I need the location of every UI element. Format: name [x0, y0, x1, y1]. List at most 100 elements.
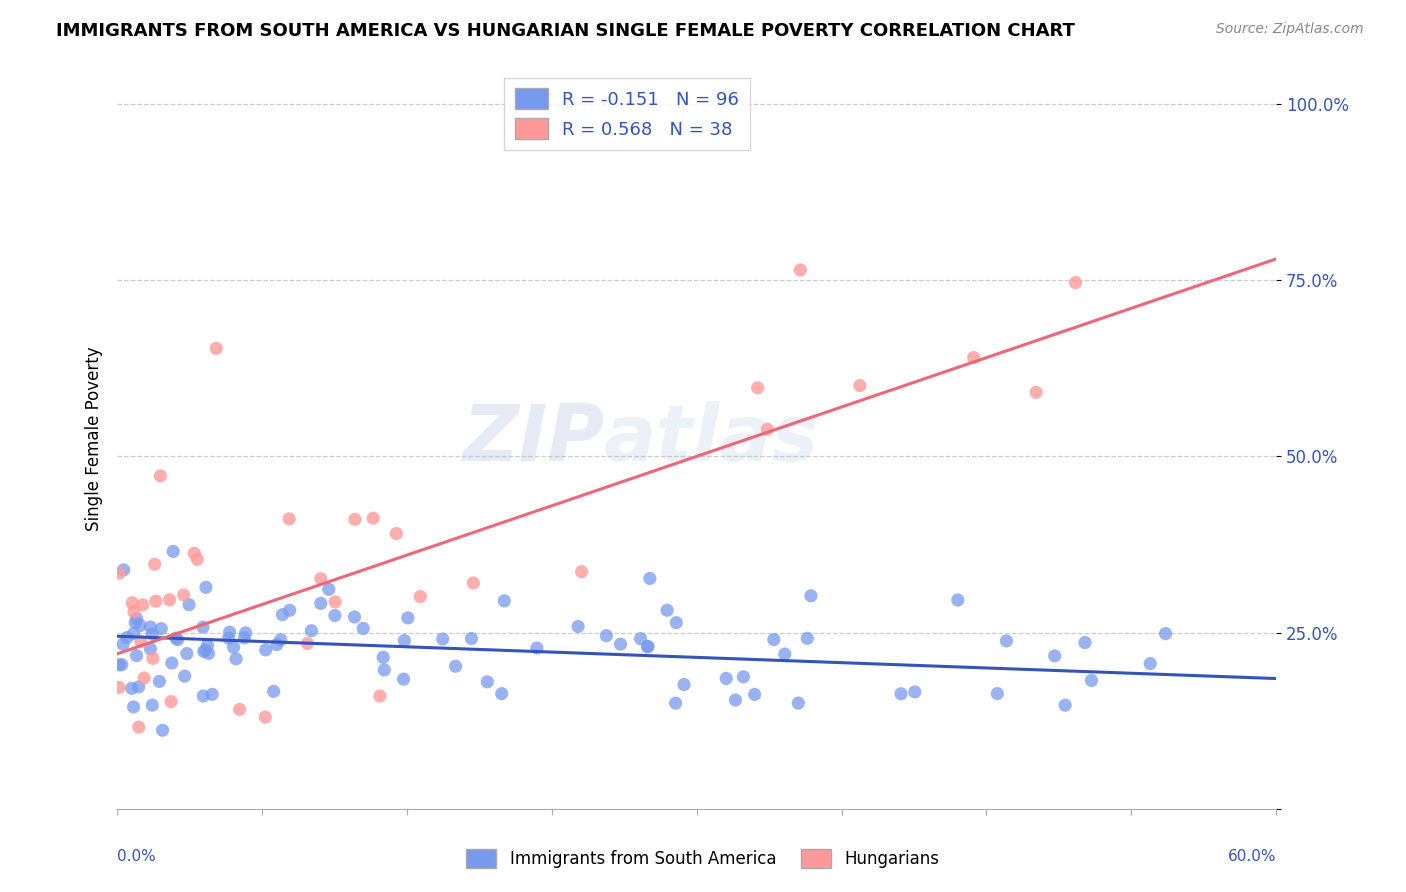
Point: [904, 685, 927, 699]
Point: [494, 594, 516, 608]
Point: [343, 512, 366, 526]
Point: [278, 603, 301, 617]
Point: [254, 710, 277, 724]
Point: [460, 632, 482, 646]
Point: [773, 647, 796, 661]
Point: [278, 512, 301, 526]
Point: [194, 580, 217, 594]
Point: [197, 638, 219, 652]
Point: [724, 693, 747, 707]
Point: [270, 632, 292, 647]
Text: 0.0%: 0.0%: [117, 849, 156, 863]
Point: [714, 672, 737, 686]
Point: [1025, 385, 1047, 400]
Text: 60.0%: 60.0%: [1227, 849, 1277, 863]
Point: [121, 596, 143, 610]
Point: [368, 689, 391, 703]
Point: [160, 695, 183, 709]
Point: [112, 563, 135, 577]
Point: [394, 633, 416, 648]
Point: [142, 651, 165, 665]
Point: [665, 615, 688, 630]
Legend: R = -0.151   N = 96, R = 0.568   N = 38: R = -0.151 N = 96, R = 0.568 N = 38: [505, 78, 749, 150]
Point: [177, 598, 200, 612]
Point: [1043, 648, 1066, 663]
Point: [1054, 698, 1077, 713]
Point: [125, 648, 148, 663]
Point: [385, 526, 408, 541]
Point: [173, 588, 195, 602]
Point: [122, 605, 145, 619]
Point: [571, 565, 593, 579]
Point: [655, 603, 678, 617]
Point: [396, 611, 419, 625]
Point: [890, 687, 912, 701]
Point: [183, 546, 205, 560]
Point: [193, 644, 215, 658]
Point: [323, 595, 346, 609]
Point: [150, 622, 173, 636]
Point: [193, 689, 215, 703]
Point: [111, 657, 134, 672]
Point: [373, 650, 395, 665]
Point: [139, 642, 162, 657]
Point: [218, 625, 240, 640]
Point: [1154, 626, 1177, 640]
Point: [129, 618, 152, 632]
Point: [148, 674, 170, 689]
Point: [762, 632, 785, 647]
Point: [149, 469, 172, 483]
Point: [218, 631, 240, 645]
Point: [409, 590, 432, 604]
Point: [145, 594, 167, 608]
Point: [225, 652, 247, 666]
Point: [162, 544, 184, 558]
Point: [124, 615, 146, 630]
Point: [318, 582, 340, 597]
Point: [609, 637, 631, 651]
Point: [165, 631, 187, 645]
Point: [595, 629, 617, 643]
Point: [228, 702, 250, 716]
Point: [963, 351, 986, 365]
Point: [343, 610, 366, 624]
Point: [567, 619, 589, 633]
Point: [637, 640, 659, 654]
Point: [432, 632, 454, 646]
Point: [299, 624, 322, 638]
Point: [946, 593, 969, 607]
Point: [141, 627, 163, 641]
Point: [995, 634, 1018, 648]
Point: [849, 378, 872, 392]
Point: [108, 657, 131, 672]
Point: [191, 620, 214, 634]
Point: [638, 571, 661, 585]
Point: [122, 699, 145, 714]
Point: [271, 607, 294, 622]
Point: [173, 669, 195, 683]
Text: IMMIGRANTS FROM SOUTH AMERICA VS HUNGARIAN SINGLE FEMALE POVERTY CORRELATION CHA: IMMIGRANTS FROM SOUTH AMERICA VS HUNGARI…: [56, 22, 1076, 40]
Text: atlas: atlas: [605, 401, 818, 476]
Point: [125, 612, 148, 626]
Point: [309, 596, 332, 610]
Point: [309, 572, 332, 586]
Point: [134, 671, 156, 685]
Point: [526, 640, 548, 655]
Point: [201, 687, 224, 701]
Point: [128, 720, 150, 734]
Point: [129, 634, 152, 648]
Point: [796, 632, 818, 646]
Point: [122, 626, 145, 640]
Point: [159, 592, 181, 607]
Point: [254, 643, 277, 657]
Point: [789, 263, 811, 277]
Point: [361, 511, 384, 525]
Text: Source: ZipAtlas.com: Source: ZipAtlas.com: [1216, 22, 1364, 37]
Point: [1074, 635, 1097, 649]
Point: [152, 723, 174, 738]
Point: [297, 636, 319, 650]
Point: [673, 677, 696, 691]
Point: [800, 589, 823, 603]
Point: [141, 698, 163, 713]
Point: [787, 696, 810, 710]
